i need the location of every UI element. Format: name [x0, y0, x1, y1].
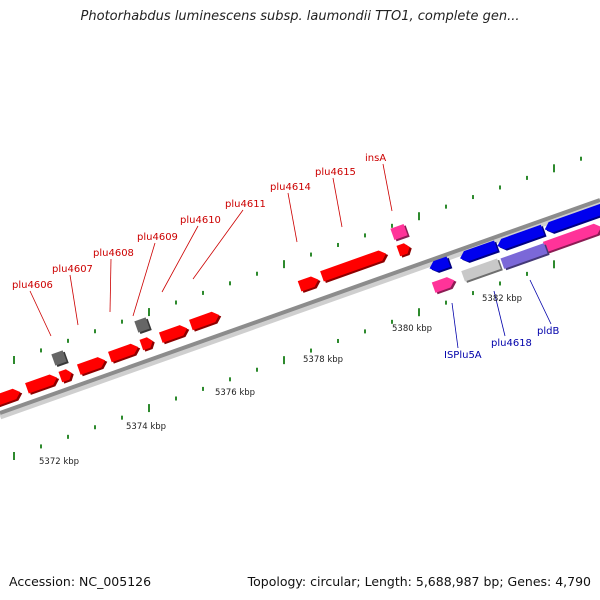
outer-tick-ring — [13, 156, 582, 364]
forward-gene-arrow — [396, 243, 412, 258]
feature-body — [390, 224, 408, 240]
label-leader-line — [109, 258, 112, 313]
forward-gene-arrow — [189, 311, 222, 332]
label-leader-line — [529, 279, 552, 325]
forward-gene-arrow — [542, 223, 600, 254]
forward-gene-label: plu4611 — [225, 199, 266, 210]
forward-gene-arrow — [297, 276, 321, 293]
feature-body — [320, 250, 387, 282]
feature-body — [76, 357, 106, 375]
label-leader-line — [493, 290, 506, 337]
reverse-gene-label: pldB — [537, 326, 559, 337]
forward-gene-label: plu4607 — [52, 264, 93, 275]
feature-block — [134, 317, 152, 335]
feature-body — [134, 317, 150, 333]
label-leader-line — [69, 274, 79, 326]
feature-body — [51, 350, 67, 366]
scale-label: 5380 kbp — [392, 324, 432, 334]
feature-body — [396, 243, 410, 257]
feature-body — [542, 223, 600, 253]
label-leader-line — [192, 209, 244, 280]
feature-body — [431, 277, 455, 293]
feature-body — [189, 311, 220, 331]
reverse-gene-arrow — [429, 256, 453, 273]
scale-label: 5374 kbp — [126, 422, 166, 432]
feature-block — [390, 224, 410, 242]
scale-label: 5376 kbp — [215, 388, 255, 398]
forward-gene-arrow — [158, 325, 190, 345]
inner-tick-ring — [13, 260, 555, 460]
accession-text: Accession: NC_005126 — [9, 574, 152, 589]
feature-body — [108, 343, 139, 363]
forward-gene-arrow — [0, 388, 23, 409]
feature-track — [0, 203, 600, 409]
reverse-gene-label: ISPlu5A — [444, 350, 482, 361]
forward-gene-label: insA — [365, 153, 386, 164]
scale-label: 5378 kbp — [303, 355, 343, 365]
label-leader-line — [287, 192, 298, 243]
feature-body — [0, 388, 21, 408]
reverse-gene-label: plu4618 — [491, 338, 532, 349]
forward-gene-arrow — [76, 357, 108, 377]
forward-gene-arrow — [431, 277, 457, 295]
feature-body — [500, 243, 548, 269]
forward-gene-label: plu4609 — [137, 232, 178, 243]
reverse-gene-arrow — [460, 240, 500, 263]
forward-gene-arrow — [58, 369, 74, 384]
feature-block — [500, 243, 550, 271]
forward-gene-label: plu4610 — [180, 215, 221, 226]
feature-body — [497, 224, 545, 250]
feature-body — [58, 369, 72, 383]
reverse-gene-arrow — [497, 224, 547, 251]
genome-summary-text: Topology: circular; Length: 5,688,987 bp… — [247, 574, 591, 589]
backbone-line — [0, 198, 600, 415]
feature-body — [461, 258, 501, 282]
feature-block — [461, 258, 503, 283]
label-leader-line — [132, 242, 156, 317]
scale-label: 5382 kbp — [482, 294, 522, 304]
forward-gene-label: plu4615 — [315, 167, 356, 178]
feature-body — [544, 203, 600, 233]
feature-body — [460, 240, 498, 262]
reverse-gene-arrow — [544, 203, 600, 234]
map-title: Photorhabdus luminescens subsp. laumondi… — [80, 9, 520, 24]
feature-block — [51, 350, 69, 368]
label-leader-line — [332, 177, 343, 228]
feature-body — [429, 256, 451, 272]
label-leader-line — [161, 225, 199, 293]
feature-body — [25, 374, 58, 394]
forward-gene-arrow — [139, 337, 155, 352]
forward-gene-arrow — [25, 374, 60, 395]
feature-body — [297, 276, 319, 292]
scale-label: 5372 kbp — [39, 457, 79, 467]
forward-gene-arrow — [320, 250, 389, 283]
backbone-shadow — [0, 199, 600, 420]
label-leader-line — [382, 163, 393, 212]
forward-gene-arrow — [108, 343, 141, 364]
backbone-group — [0, 198, 600, 420]
label-leaders — [29, 163, 552, 349]
label-leader-line — [451, 302, 459, 349]
label-layer: 5372 kbp 5374 kbp 5376 kbp 5378 kbp 5380 kbp… — [12, 153, 559, 467]
forward-gene-label: plu4608 — [93, 248, 134, 259]
forward-gene-label: plu4606 — [12, 280, 53, 291]
forward-gene-label: plu4614 — [270, 182, 311, 193]
feature-body — [158, 325, 188, 343]
label-leader-line — [29, 290, 52, 337]
feature-body — [139, 337, 153, 351]
